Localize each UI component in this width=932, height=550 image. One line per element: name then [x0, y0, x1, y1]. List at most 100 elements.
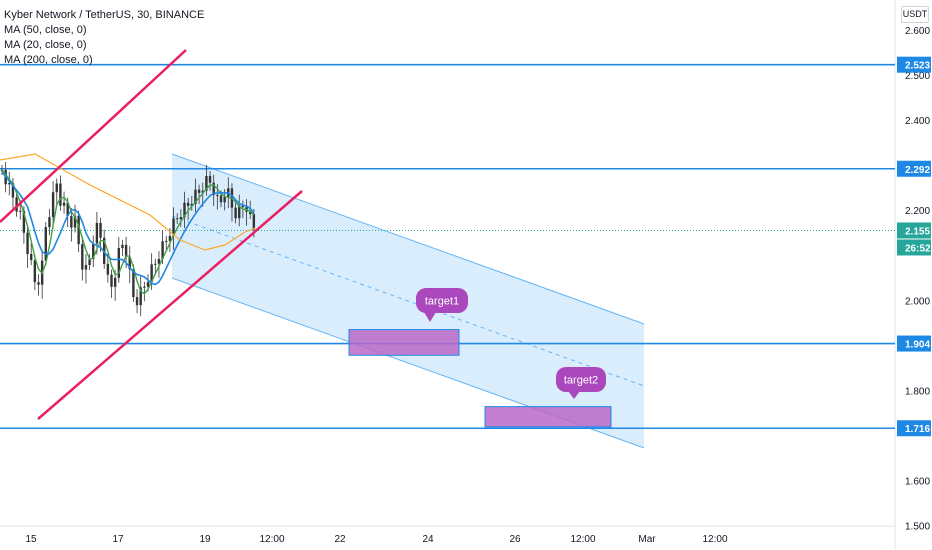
candle-body-53 [190, 203, 193, 206]
indicator-ma200[interactable]: MA (200, close, 0) [4, 54, 93, 66]
level-badge-4 [897, 420, 931, 437]
candle-body-65 [234, 207, 237, 219]
candle-body-23 [81, 244, 84, 270]
candle-body-34 [121, 244, 124, 249]
candle-body-21 [73, 215, 77, 228]
candle-body-33 [117, 248, 120, 278]
target-callout-1 [416, 288, 468, 313]
ma50-line [1, 171, 255, 286]
candle-body-30 [106, 263, 110, 275]
candle-body-22 [77, 215, 80, 245]
indicator-ma50[interactable]: MA (50, close, 0) [4, 24, 87, 36]
candle-body-4 [11, 183, 15, 198]
candle-body-62 [223, 197, 226, 203]
x-tick-label: 24 [422, 534, 434, 545]
y-tick-label: 2.000 [905, 296, 930, 307]
indicator-ma20[interactable]: MA (20, close, 0) [4, 39, 87, 51]
candle-body-25 [88, 259, 91, 266]
candle-body-20 [70, 216, 73, 228]
candle-body-11 [37, 282, 40, 285]
level-badge-label-1: 2.523 [905, 61, 930, 72]
candle-body-45 [161, 241, 164, 260]
level-badge-2 [897, 160, 931, 177]
candle-body-16 [55, 183, 58, 193]
candle-body-54 [194, 189, 197, 204]
x-tick-label: 12:00 [702, 534, 727, 545]
candle-body-27 [95, 222, 99, 244]
trend-line-upper [0, 49, 187, 223]
y-tick-label: 2.500 [905, 71, 930, 82]
y-tick-label: 2.400 [905, 116, 930, 127]
candle-body-3 [8, 183, 11, 185]
current-price-label: 2.155 [905, 226, 930, 237]
candle-body-38 [135, 297, 139, 306]
candle-body-37 [132, 269, 135, 298]
candle-body-50 [179, 217, 183, 219]
candle-body-39 [139, 287, 142, 306]
candle-body-46 [165, 240, 168, 242]
candle-body-40 [143, 286, 146, 288]
x-tick-label: 12:00 [259, 534, 284, 545]
candle-body-59 [212, 182, 215, 196]
ma20-line [1, 169, 255, 295]
current-price-badge [897, 222, 931, 239]
target-callout-pointer-2 [568, 391, 580, 399]
candle-body-26 [92, 243, 95, 260]
trend-line-support [37, 190, 303, 420]
candle-body-56 [201, 190, 204, 193]
candle-body-67 [241, 205, 245, 208]
candle-body-6 [19, 210, 22, 212]
candle-body-10 [33, 260, 37, 283]
candle-body-14 [48, 217, 51, 228]
candle-body-48 [172, 218, 175, 236]
level-badge-label-3: 1.904 [905, 340, 930, 351]
candle-body-9 [30, 254, 33, 261]
candle-body-19 [66, 202, 69, 217]
candle-body-52 [186, 202, 190, 206]
candle-body-8 [26, 232, 29, 255]
candle-body-51 [183, 202, 186, 218]
x-tick-label: 17 [112, 534, 124, 545]
candle-body-18 [62, 202, 66, 206]
target-box-2 [484, 406, 612, 428]
candle-body-15 [51, 192, 55, 218]
candle-body-60 [216, 195, 219, 197]
candle-body-69 [249, 211, 252, 215]
x-tick-label: 26 [509, 534, 521, 545]
symbol-title: Kyber Network / TetherUS, 30, BINANCE [4, 9, 205, 21]
ma200-line [0, 153, 256, 251]
target-box-1 [348, 329, 460, 356]
candle-body-28 [99, 222, 102, 238]
countdown-badge [897, 239, 931, 256]
target-callout-label-2: target2 [564, 375, 598, 387]
candle-body-70 [252, 214, 256, 230]
target-callout-label-1: target1 [425, 296, 459, 308]
candle-body-41 [146, 282, 150, 287]
x-tick-label: 15 [25, 534, 37, 545]
candle-body-44 [157, 259, 161, 264]
chart-legend: Kyber Network / TetherUS, 30, BINANCE MA… [4, 8, 204, 68]
y-tick-label: 2.200 [905, 206, 930, 217]
level-badge-label-4: 1.716 [905, 424, 930, 435]
candle-body-42 [150, 264, 153, 283]
channel-median-line [171, 215, 645, 387]
currency-button[interactable]: USDT [901, 6, 929, 23]
candle-body-43 [154, 263, 157, 265]
candle-body-24 [84, 265, 88, 270]
countdown-label: 26:52 [905, 243, 931, 254]
candle-body-61 [219, 195, 223, 203]
candle-body-31 [110, 274, 113, 287]
x-tick-label: 19 [199, 534, 211, 545]
candle-body-57 [205, 175, 208, 191]
x-tick-label: 22 [334, 534, 346, 545]
candle-body-55 [197, 189, 201, 193]
level-badge-3 [897, 335, 931, 352]
candle-body-7 [22, 210, 26, 233]
y-tick-label: 1.600 [905, 477, 930, 488]
price-axis-background [896, 0, 932, 526]
y-tick-label: 2.600 [905, 26, 930, 37]
y-tick-label: 1.800 [905, 386, 930, 397]
candle-body-32 [113, 277, 117, 287]
candle-body-17 [59, 183, 62, 206]
